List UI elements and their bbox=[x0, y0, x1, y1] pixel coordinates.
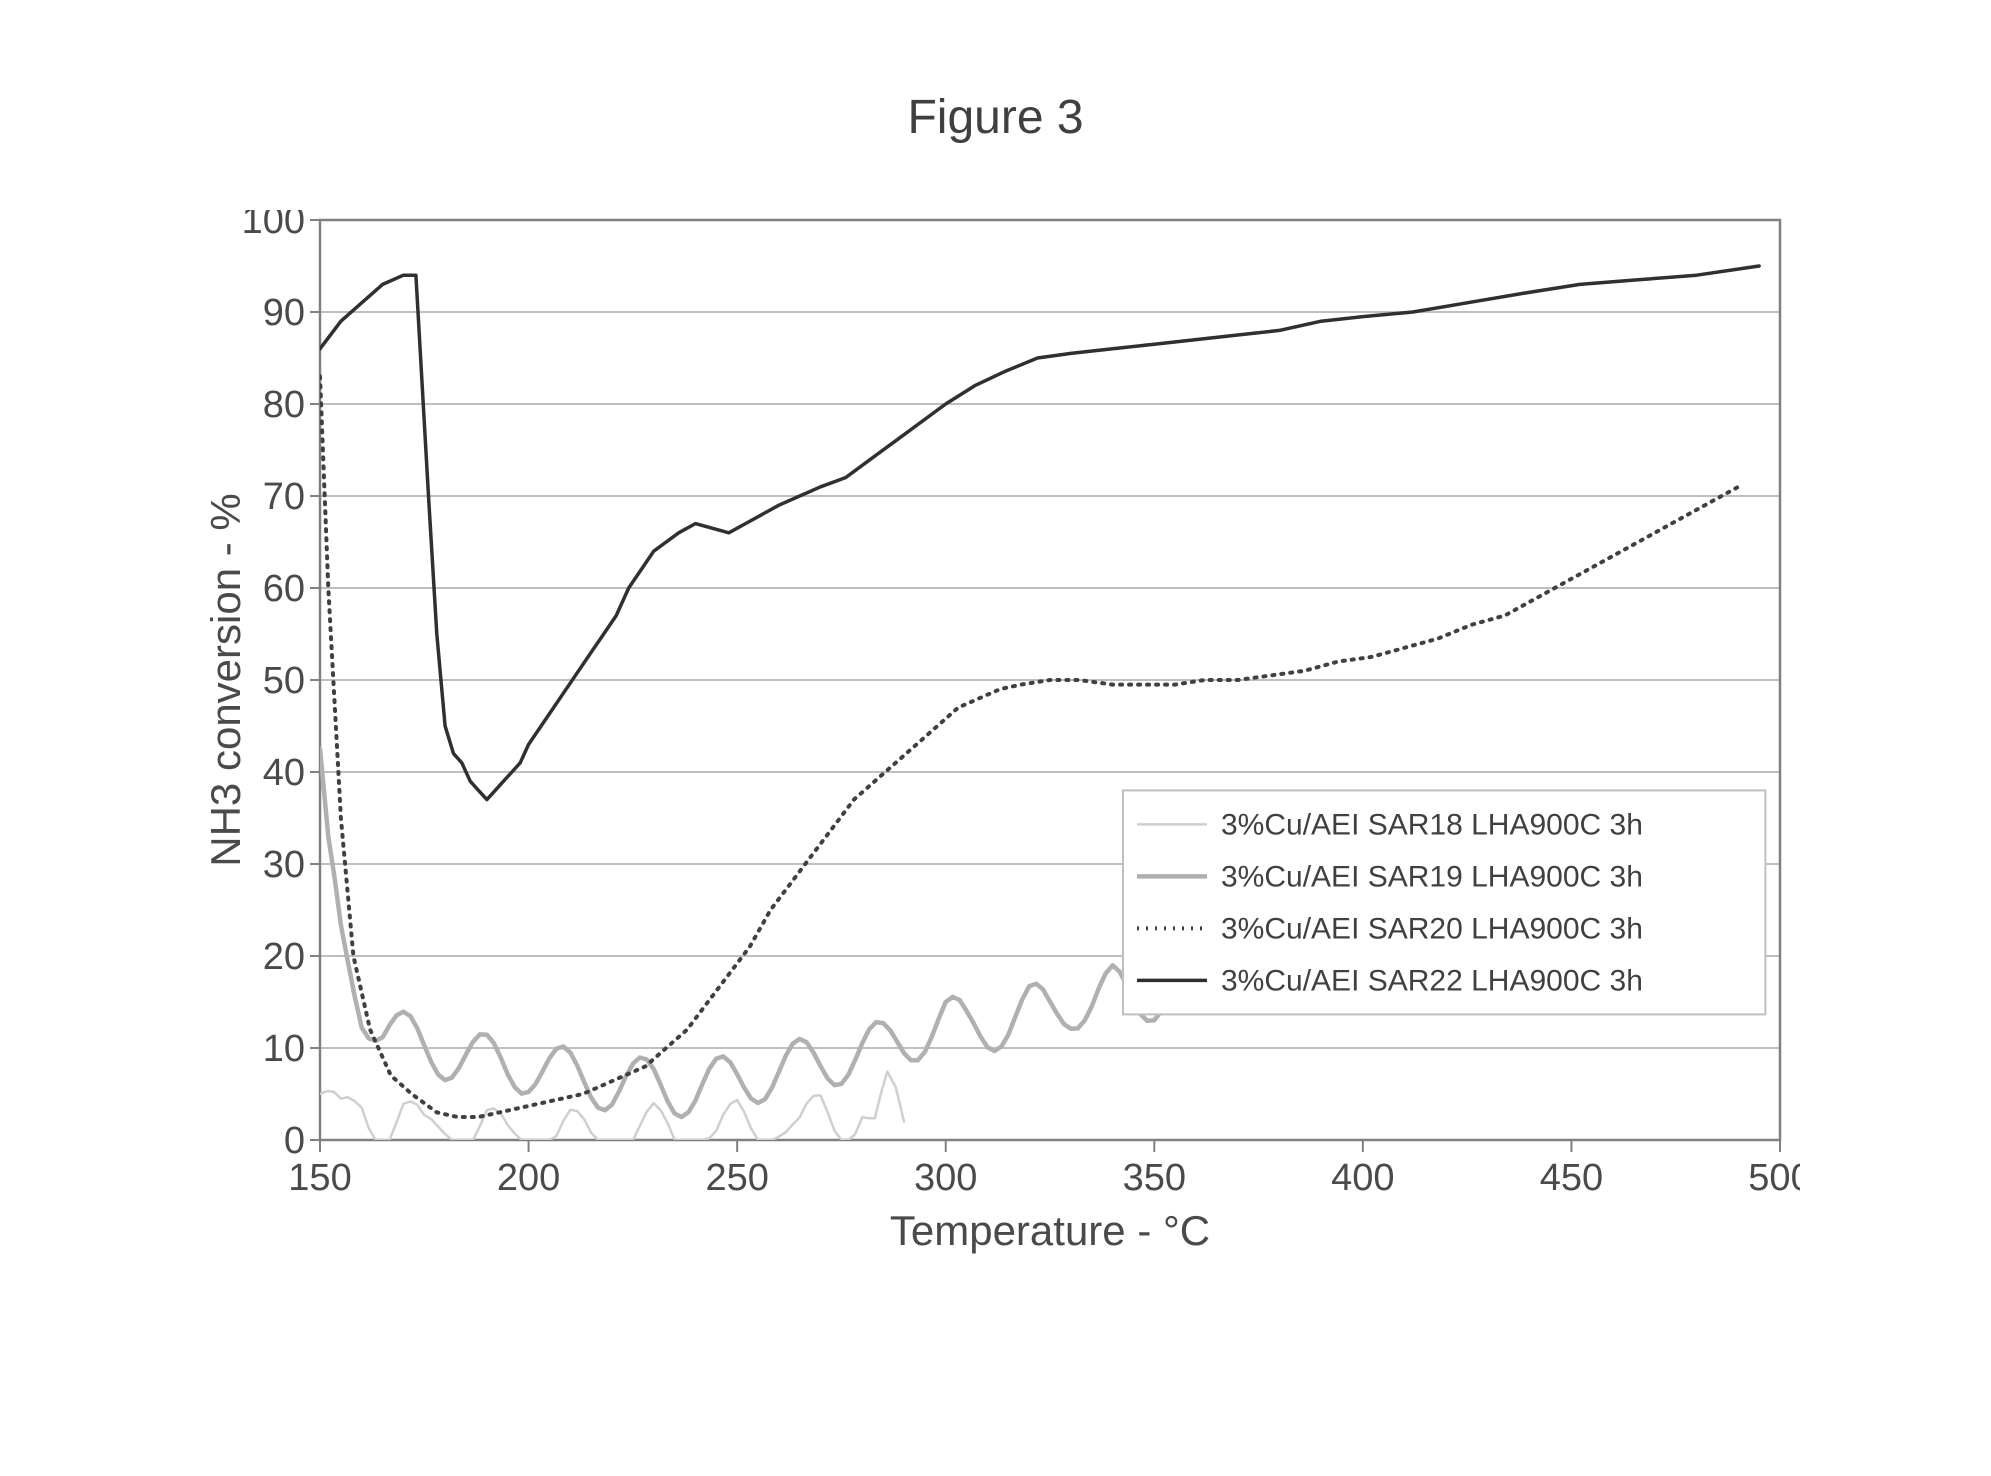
legend-label: 3%Cu/AEI SAR19 LHA900C 3h bbox=[1221, 860, 1643, 893]
figure-title: Figure 3 bbox=[0, 90, 1991, 145]
svg-text:350: 350 bbox=[1123, 1157, 1186, 1199]
svg-text:500: 500 bbox=[1748, 1157, 1800, 1199]
svg-text:30: 30 bbox=[263, 844, 305, 886]
svg-text:10: 10 bbox=[263, 1028, 305, 1070]
svg-text:70: 70 bbox=[263, 476, 305, 518]
y-axis-label: NH3 conversion - % bbox=[210, 493, 249, 866]
svg-text:0: 0 bbox=[284, 1120, 305, 1162]
series-line bbox=[320, 266, 1759, 800]
svg-text:200: 200 bbox=[497, 1157, 560, 1199]
chart-container: 0 10 20 30 40 50 60 70 80 90 100 150 200 250 300 350 400… bbox=[210, 210, 1830, 1330]
svg-text:60: 60 bbox=[263, 568, 305, 610]
svg-text:80: 80 bbox=[263, 384, 305, 426]
x-axis-label: Temperature - °C bbox=[890, 1207, 1210, 1254]
svg-text:300: 300 bbox=[914, 1157, 977, 1199]
legend-label: 3%Cu/AEI SAR22 LHA900C 3h bbox=[1221, 964, 1643, 997]
svg-text:400: 400 bbox=[1331, 1157, 1394, 1199]
svg-text:20: 20 bbox=[263, 936, 305, 978]
series-line bbox=[320, 749, 1250, 1117]
svg-text:450: 450 bbox=[1540, 1157, 1603, 1199]
svg-text:50: 50 bbox=[263, 660, 305, 702]
svg-text:250: 250 bbox=[705, 1157, 768, 1199]
svg-text:150: 150 bbox=[288, 1157, 351, 1199]
svg-text:100: 100 bbox=[242, 210, 305, 242]
svg-text:90: 90 bbox=[263, 292, 305, 334]
line-chart: 0 10 20 30 40 50 60 70 80 90 100 150 200 250 300 350 400… bbox=[210, 210, 1800, 1270]
page-root: Figure 3 0 10 20 30 40 50 60 70 80 90 100 150 200 250… bbox=[0, 0, 1991, 1476]
svg-text:40: 40 bbox=[263, 752, 305, 794]
legend-label: 3%Cu/AEI SAR20 LHA900C 3h bbox=[1221, 912, 1643, 945]
legend-label: 3%Cu/AEI SAR18 LHA900C 3h bbox=[1221, 808, 1643, 841]
